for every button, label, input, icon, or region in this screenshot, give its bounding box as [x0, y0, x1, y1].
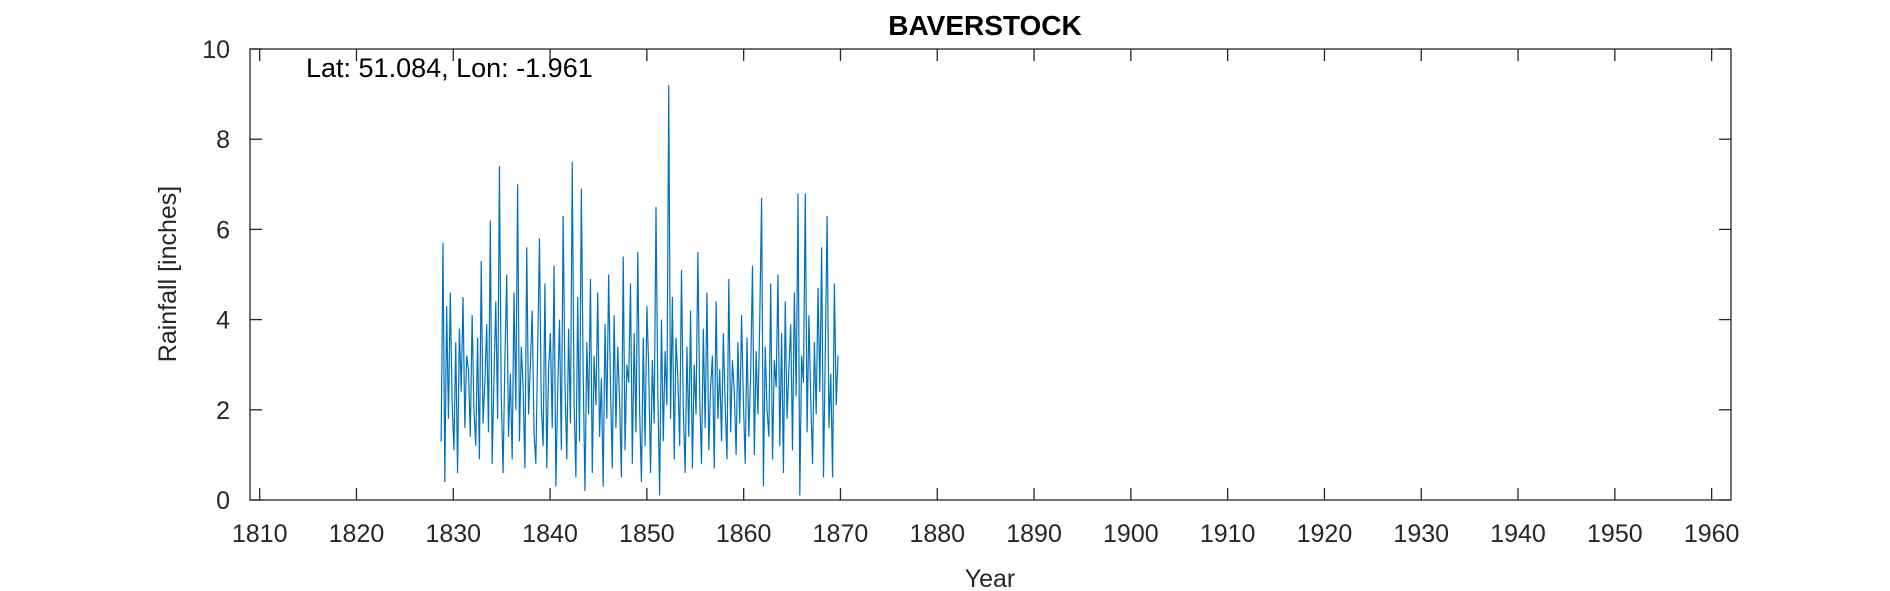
x-axis-label: Year — [965, 565, 1016, 591]
y-tick-label: 10 — [202, 36, 230, 64]
x-tick-label: 1820 — [329, 520, 385, 548]
x-tick-label: 1950 — [1587, 520, 1643, 548]
x-tick-label: 1850 — [619, 520, 675, 548]
x-tick-label: 1930 — [1393, 520, 1449, 548]
x-tick-label: 1880 — [909, 520, 965, 548]
chart-title: BAVERSTOCK — [888, 10, 1081, 41]
y-tick-label: 6 — [216, 216, 230, 244]
x-tick-label: 1840 — [522, 520, 578, 548]
x-tick-label: 1830 — [425, 520, 481, 548]
rainfall-series-line — [440, 85, 839, 496]
axis-ticks — [250, 48, 1731, 501]
y-tick-label: 2 — [216, 397, 230, 425]
x-tick-label: 1870 — [813, 520, 869, 548]
x-tick-label: 1910 — [1200, 520, 1256, 548]
x-tick-label: 1920 — [1297, 520, 1353, 548]
x-tick-label: 1810 — [232, 520, 288, 548]
x-tick-label: 1960 — [1684, 520, 1740, 548]
y-tick-label: 4 — [216, 307, 230, 335]
y-tick-label: 8 — [216, 126, 230, 154]
x-tick-label: 1890 — [1006, 520, 1062, 548]
y-axis-label: Rainfall [inches] — [154, 186, 182, 362]
plot-frame — [249, 48, 1732, 501]
tick-labels: 1810 1820 1830 1840 1850 1860 1870 1880 1890 1900… — [202, 36, 1739, 548]
x-tick-label: 1940 — [1490, 520, 1546, 548]
y-tick-label: 0 — [216, 487, 230, 515]
x-tick-label: 1900 — [1103, 520, 1159, 548]
x-tick-label: 1860 — [716, 520, 772, 548]
coordinates-annotation: Lat: 51.084, Lon: -1.961 — [306, 53, 593, 83]
